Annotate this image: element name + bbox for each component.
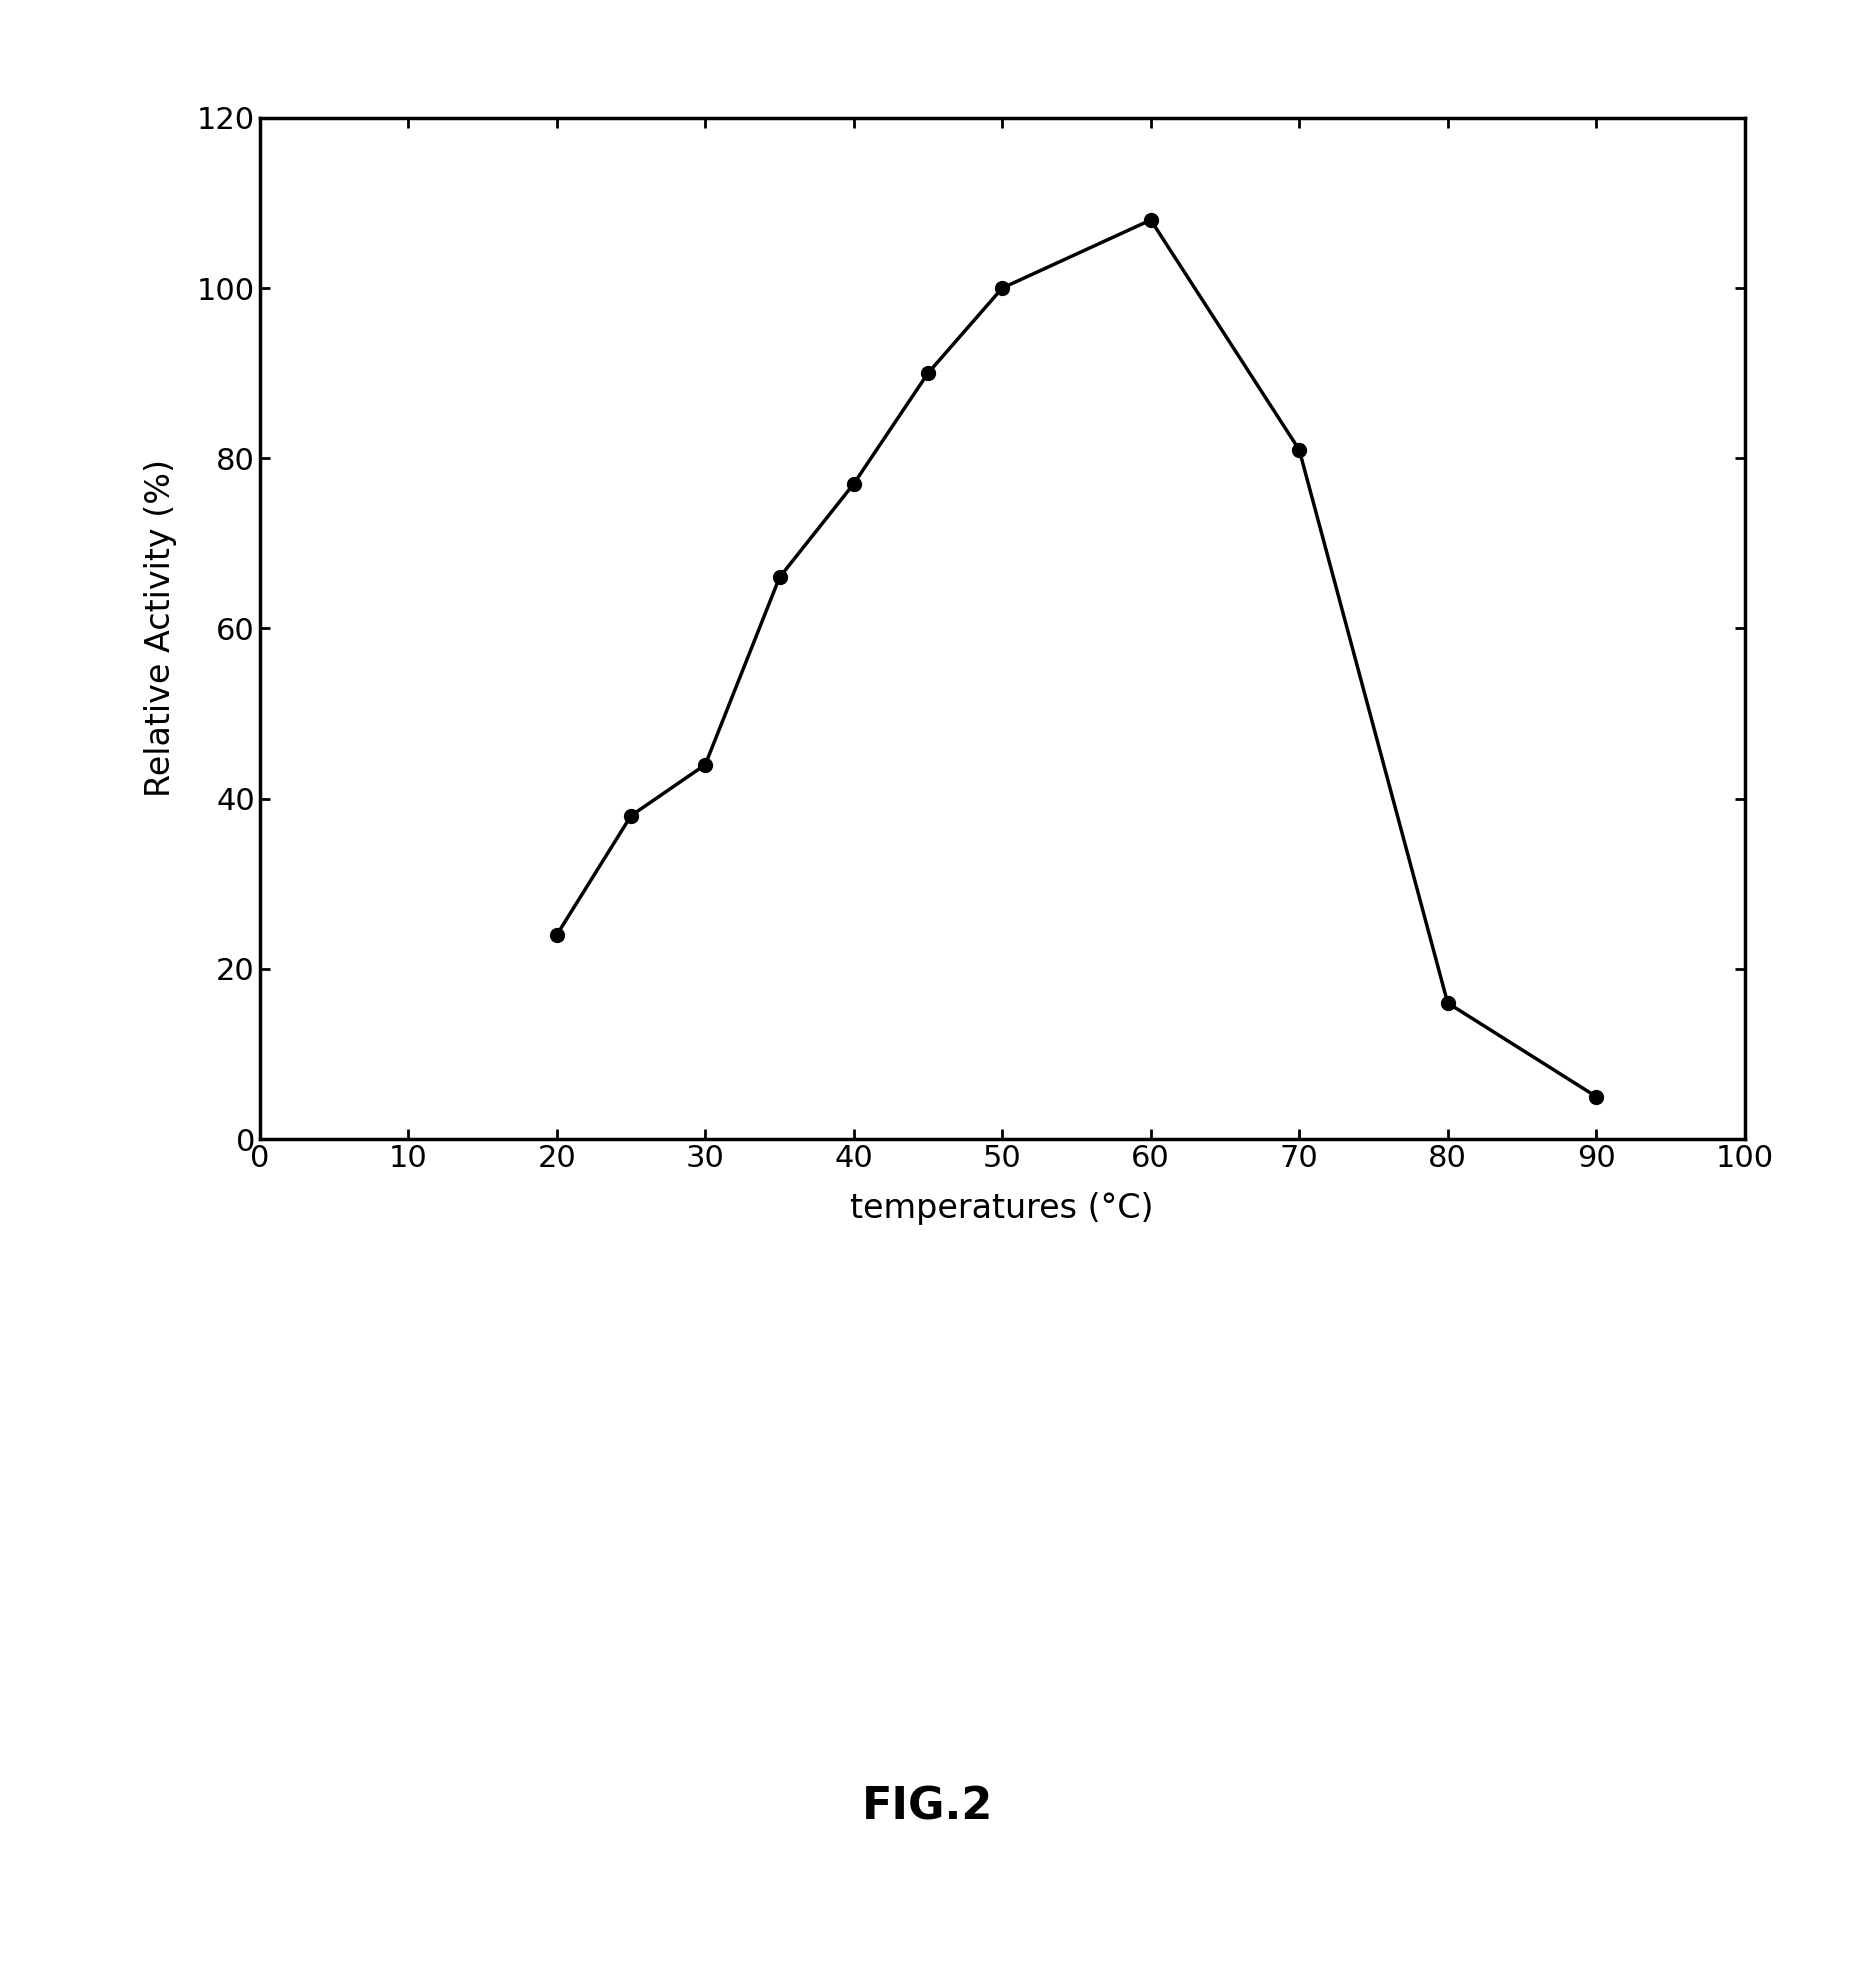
Y-axis label: Relative Activity (%): Relative Activity (%) — [145, 460, 178, 797]
Text: FIG.2: FIG.2 — [863, 1785, 992, 1828]
X-axis label: temperatures (°C): temperatures (°C) — [850, 1192, 1154, 1226]
